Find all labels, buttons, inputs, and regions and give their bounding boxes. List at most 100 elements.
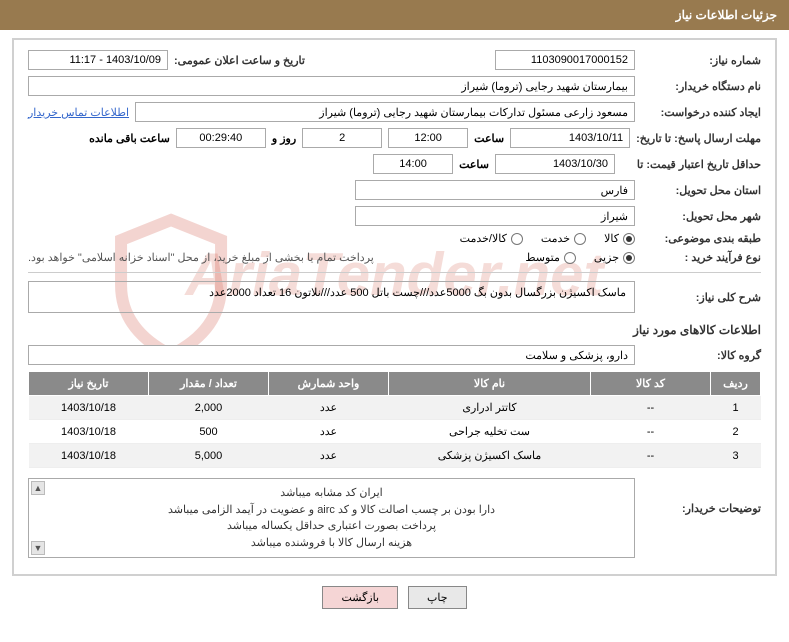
th-date: تاریخ نیاز	[29, 372, 149, 396]
day-unit-label: روز و	[272, 132, 296, 145]
buyer-org-value: بیمارستان شهید رجایی (تروما) شیراز	[28, 76, 635, 96]
announce-time-value: 1403/10/09 - 11:17	[28, 50, 168, 70]
cell-qty: 2,000	[149, 396, 269, 420]
radio-button[interactable]	[574, 233, 586, 245]
back-button[interactable]: بازگشت	[322, 586, 398, 609]
radio-label: کالا/خدمت	[460, 232, 507, 245]
category-radio-group: کالا خدمت کالا/خدمت	[460, 232, 635, 245]
purchase-type-label: نوع فرآیند خرید :	[641, 251, 761, 264]
th-qty: تعداد / مقدار	[149, 372, 269, 396]
print-button[interactable]: چاپ	[408, 586, 467, 609]
radio-button[interactable]	[623, 233, 635, 245]
cell-name: ست تخلیه جراحی	[389, 420, 591, 444]
note-line: ایران کد مشابه میباشد	[37, 485, 626, 502]
radio-button[interactable]	[564, 252, 576, 264]
cell-name: کاتتر ادراری	[389, 396, 591, 420]
cell-code: --	[591, 444, 711, 468]
goods-table: ردیف کد کالا نام کالا واحد شمارش تعداد /…	[28, 371, 761, 468]
row-goods-group: گروه کالا: دارو، پزشکی و سلامت	[28, 345, 761, 365]
radio-button[interactable]	[623, 252, 635, 264]
announce-time-label: تاریخ و ساعت اعلان عمومی:	[174, 54, 305, 67]
purchase-type-radio-group: جزیی متوسط	[525, 251, 635, 264]
table-row: 2 -- ست تخلیه جراحی عدد 500 1403/10/18	[29, 420, 761, 444]
radio-label: جزیی	[594, 251, 619, 264]
price-validity-time: 14:00	[373, 154, 453, 174]
radio-item-khadamat[interactable]: خدمت	[541, 232, 586, 245]
row-delivery-province: استان محل تحویل: فارس	[28, 180, 761, 200]
need-number-label: شماره نیاز:	[641, 54, 761, 67]
goods-section-title: اطلاعات کالاهای مورد نیاز	[28, 323, 761, 337]
need-number-value: 1103090017000152	[495, 50, 635, 70]
th-code: کد کالا	[591, 372, 711, 396]
radio-label: خدمت	[541, 232, 570, 245]
main-panel: AriaTender.net شماره نیاز: 1103090017000…	[12, 38, 777, 576]
delivery-province-label: استان محل تحویل:	[641, 184, 761, 197]
general-desc-value: ماسک اکسیژن بزرگسال بدون بگ 5000عدد///چس…	[209, 287, 626, 299]
purchase-note: پرداخت تمام یا بخشی از مبلغ خرید، از محل…	[28, 251, 374, 264]
note-line: دارا بودن بر چسب اصالت کالا و کد airc و …	[37, 502, 626, 519]
radio-item-both[interactable]: کالا/خدمت	[460, 232, 523, 245]
row-delivery-city: شهر محل تحویل: شیراز	[28, 206, 761, 226]
radio-label: کالا	[604, 232, 619, 245]
cell-unit: عدد	[269, 444, 389, 468]
scroll-up-icon[interactable]: ▲	[31, 481, 45, 495]
response-deadline-date: 1403/10/11	[510, 128, 630, 148]
row-requester: ایجاد کننده درخواست: مسعود زارعی مسئول ت…	[28, 102, 761, 122]
cell-qty: 500	[149, 420, 269, 444]
cell-unit: عدد	[269, 396, 389, 420]
response-deadline-label: مهلت ارسال پاسخ: تا تاریخ:	[636, 132, 761, 145]
category-label: طبقه بندی موضوعی:	[641, 232, 761, 245]
cell-date: 1403/10/18	[29, 420, 149, 444]
radio-item-kala[interactable]: کالا	[604, 232, 635, 245]
page-title: جزئیات اطلاعات نیاز	[676, 8, 777, 22]
table-row: 1 -- کاتتر ادراری عدد 2,000 1403/10/18	[29, 396, 761, 420]
price-validity-time-label: ساعت	[459, 158, 489, 171]
row-buyer-org: نام دستگاه خریدار: بیمارستان شهید رجایی …	[28, 76, 761, 96]
delivery-city-value: شیراز	[355, 206, 635, 226]
th-unit: واحد شمارش	[269, 372, 389, 396]
row-need-number: شماره نیاز: 1103090017000152 تاریخ و ساع…	[28, 50, 761, 70]
response-days: 2	[302, 128, 382, 148]
remain-label: ساعت باقی مانده	[89, 132, 170, 145]
cell-n: 3	[711, 444, 761, 468]
form-section: شماره نیاز: 1103090017000152 تاریخ و ساع…	[28, 50, 761, 558]
general-desc-label: شرح کلی نیاز:	[641, 291, 761, 304]
radio-label: متوسط	[525, 251, 560, 264]
price-validity-label: حداقل تاریخ اعتبار قیمت: تا	[621, 158, 761, 171]
scroll-down-icon[interactable]: ▼	[31, 541, 45, 555]
cell-n: 2	[711, 420, 761, 444]
table-header-row: ردیف کد کالا نام کالا واحد شمارش تعداد /…	[29, 372, 761, 396]
radio-item-motavaset[interactable]: متوسط	[525, 251, 576, 264]
row-buyer-notes: توضیحات خریدار: ایران کد مشابه میباشد دا…	[28, 478, 761, 558]
cell-n: 1	[711, 396, 761, 420]
row-response-deadline: مهلت ارسال پاسخ: تا تاریخ: 1403/10/11 سا…	[28, 128, 761, 148]
response-deadline-time: 12:00	[388, 128, 468, 148]
delivery-city-label: شهر محل تحویل:	[641, 210, 761, 223]
delivery-province-value: فارس	[355, 180, 635, 200]
response-time-label: ساعت	[474, 132, 504, 145]
buyer-notes-box[interactable]: ایران کد مشابه میباشد دارا بودن بر چسب ا…	[28, 478, 635, 558]
buyer-notes-label: توضیحات خریدار:	[641, 478, 761, 515]
cell-code: --	[591, 420, 711, 444]
cell-name: ماسک اکسیژن پزشکی	[389, 444, 591, 468]
page-header: جزئیات اطلاعات نیاز	[0, 0, 789, 30]
response-remain: 00:29:40	[176, 128, 266, 148]
note-line: هزینه ارسال کالا با فروشنده میباشد	[37, 535, 626, 552]
contact-link[interactable]: اطلاعات تماس خریدار	[28, 106, 129, 119]
row-price-validity: حداقل تاریخ اعتبار قیمت: تا 1403/10/30 س…	[28, 154, 761, 174]
price-validity-date: 1403/10/30	[495, 154, 615, 174]
radio-item-jozi[interactable]: جزیی	[594, 251, 635, 264]
cell-date: 1403/10/18	[29, 444, 149, 468]
general-desc-box: ماسک اکسیژن بزرگسال بدون بگ 5000عدد///چس…	[28, 281, 635, 313]
requester-value: مسعود زارعی مسئول تدارکات بیمارستان شهید…	[135, 102, 635, 122]
th-row: ردیف	[711, 372, 761, 396]
divider	[28, 272, 761, 273]
goods-group-value: دارو، پزشکی و سلامت	[28, 345, 635, 365]
cell-date: 1403/10/18	[29, 396, 149, 420]
button-row: چاپ بازگشت	[0, 586, 789, 609]
radio-button[interactable]	[511, 233, 523, 245]
buyer-org-label: نام دستگاه خریدار:	[641, 80, 761, 93]
goods-group-label: گروه کالا:	[641, 349, 761, 362]
cell-code: --	[591, 396, 711, 420]
row-purchase-type: نوع فرآیند خرید : جزیی متوسط پرداخت تمام…	[28, 251, 761, 264]
